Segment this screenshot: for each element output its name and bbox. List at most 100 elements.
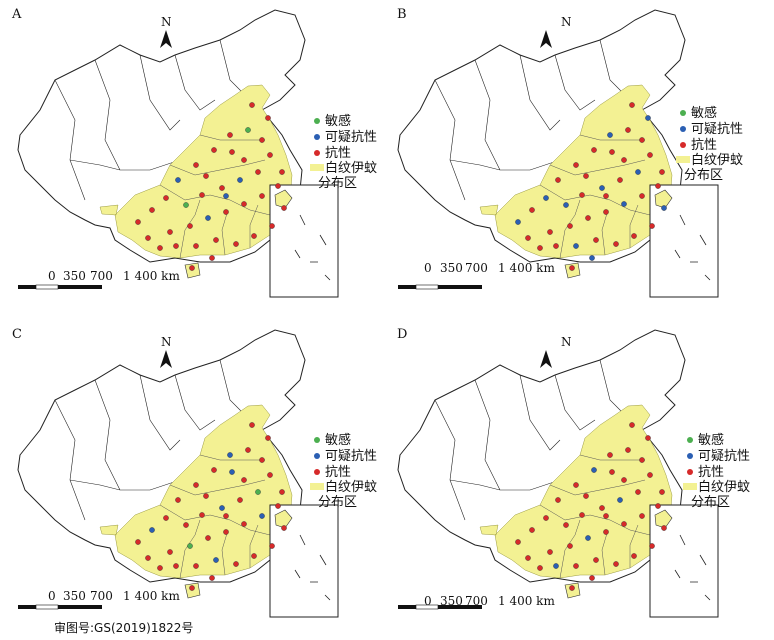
site-resistant: [631, 553, 637, 559]
site-resistant: [187, 223, 193, 229]
site-resistant: [219, 185, 225, 191]
site-resistant: [635, 489, 641, 495]
scale-0: 0: [424, 594, 432, 608]
site-resistant: [579, 192, 585, 198]
site-suspected-resistant: [149, 527, 155, 533]
legend-sensitive: 敏感: [325, 432, 351, 448]
site-suspected-resistant: [661, 205, 667, 211]
site-resistant: [145, 555, 151, 561]
site-resistant: [583, 493, 589, 499]
site-resistant: [241, 201, 247, 207]
legend-suspected: 可疑抗性: [698, 448, 750, 464]
site-suspected-resistant: [607, 132, 613, 138]
site-resistant: [135, 539, 141, 545]
site-resistant: [603, 209, 609, 215]
legend: 敏感 可疑抗性 抗性 白纹伊蚊 分布区: [310, 113, 377, 191]
site-resistant: [555, 177, 561, 183]
legend: 敏感 可疑抗性 抗性 白纹伊蚊 分布区: [676, 105, 743, 183]
scale-1400: 1 400 km: [123, 589, 180, 603]
site-resistant: [583, 173, 589, 179]
site-resistant: [629, 422, 635, 428]
scale-bar: 0 350 700 1 400 km: [424, 594, 555, 608]
scale-0: 0: [424, 261, 432, 275]
site-resistant: [135, 219, 141, 225]
scale-bar: 0 350 700 1 400 km: [424, 261, 555, 275]
site-resistant: [525, 235, 531, 241]
site-resistant: [585, 215, 591, 221]
site-resistant: [647, 472, 653, 478]
site-sensitive: [183, 202, 189, 208]
site-resistant: [613, 561, 619, 567]
site-suspected-resistant: [585, 535, 591, 541]
site-resistant: [593, 237, 599, 243]
legend-resistant: 抗性: [691, 138, 717, 153]
site-resistant: [211, 467, 217, 473]
site-resistant: [609, 469, 615, 475]
site-resistant: [613, 241, 619, 247]
panel-a: A N 敏感 可疑抗性 抗性 白纹伊蚊 分布区 0 350 700 1 400 …: [11, 7, 377, 298]
site-suspected-resistant: [213, 557, 219, 563]
site-resistant: [609, 149, 615, 155]
site-resistant: [599, 505, 605, 511]
site-resistant: [245, 447, 251, 453]
site-sensitive: [255, 489, 261, 495]
site-resistant: [211, 147, 217, 153]
site-suspected-resistant: [205, 215, 211, 221]
site-resistant: [149, 207, 155, 213]
site-resistant: [649, 543, 655, 549]
site-resistant: [183, 522, 189, 528]
site-suspected-resistant: [599, 185, 605, 191]
site-resistant: [203, 493, 209, 499]
site-resistant: [209, 255, 215, 261]
site-resistant: [241, 157, 247, 163]
site-suspected-resistant: [563, 202, 569, 208]
site-resistant: [639, 137, 645, 143]
site-resistant: [157, 565, 163, 571]
site-resistant: [269, 223, 275, 229]
site-resistant: [515, 539, 521, 545]
site-suspected-resistant: [635, 169, 641, 175]
legend-sensitive: 敏感: [691, 105, 717, 121]
site-resistant: [625, 447, 631, 453]
site-resistant: [629, 102, 635, 108]
scale-0: 0: [48, 269, 56, 283]
north-label: N: [561, 15, 572, 29]
scale-700: 700: [465, 261, 488, 275]
site-resistant: [157, 245, 163, 251]
site-resistant: [233, 561, 239, 567]
site-sensitive: [187, 543, 193, 549]
site-suspected-resistant: [219, 505, 225, 511]
legend: 敏感 可疑抗性 抗性 白纹伊蚊 分布区: [683, 432, 750, 510]
legend-distribution-2: 分布区: [318, 176, 357, 191]
panel-label: C: [12, 327, 22, 342]
site-resistant: [145, 235, 151, 241]
site-resistant: [269, 543, 275, 549]
site-resistant: [645, 435, 651, 441]
site-resistant: [193, 563, 199, 569]
site-resistant: [275, 503, 281, 509]
scale-bar: 0 350 700 1 400 km: [48, 589, 180, 603]
site-resistant: [189, 585, 195, 591]
scale-700: 700: [90, 589, 113, 603]
panel-label: A: [11, 7, 22, 22]
site-resistant: [223, 209, 229, 215]
panel-b: B N 敏感 可疑抗性 抗性 白纹伊蚊 分布区 0 350 700 1 400 …: [397, 7, 743, 298]
site-resistant: [569, 265, 575, 271]
legend: 敏感 可疑抗性 抗性 白纹伊蚊 分布区: [310, 432, 377, 510]
site-suspected-resistant: [589, 255, 595, 261]
site-resistant: [267, 472, 273, 478]
site-resistant: [543, 515, 549, 521]
site-resistant: [573, 162, 579, 168]
site-resistant: [579, 512, 585, 518]
site-resistant: [163, 195, 169, 201]
site-resistant: [617, 177, 623, 183]
scale-350: 350: [63, 589, 86, 603]
site-resistant: [255, 169, 261, 175]
legend-suspected: 可疑抗性: [325, 448, 377, 464]
scale-bar: 0 350 700 1 400 km: [48, 269, 180, 283]
site-resistant: [213, 237, 219, 243]
north-label: N: [161, 335, 172, 349]
site-resistant: [573, 563, 579, 569]
site-resistant: [241, 477, 247, 483]
site-resistant: [607, 452, 613, 458]
